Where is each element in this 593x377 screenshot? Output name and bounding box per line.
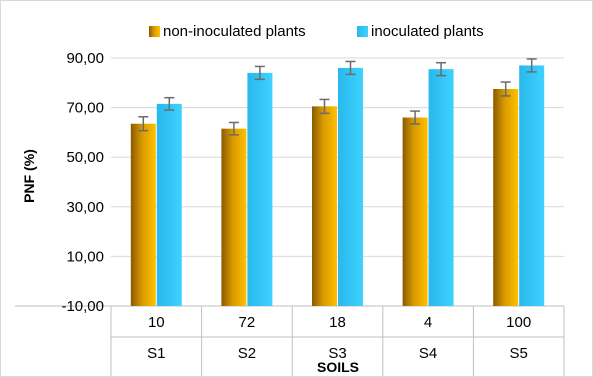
error-bar-s3-series-2 (345, 60, 356, 76)
category-labels: 10 S1 72 S2 18 S3 4 S4 100 S5 (147, 314, 531, 362)
table-value-s3: 18 (329, 314, 346, 331)
error-bar-s5-series-1 (500, 81, 511, 97)
bar-s5-series-1 (493, 89, 519, 306)
error-bar-s3-series-1 (319, 98, 330, 115)
bar-s1-series-1 (130, 123, 156, 306)
category-label-s2: S2 (238, 345, 256, 362)
bars (130, 65, 545, 307)
category-label-s4: S4 (419, 345, 437, 362)
bar-s3-series-1 (312, 106, 337, 306)
error-bar-s5-series-2 (526, 58, 537, 73)
table-value-s1: 10 (148, 314, 165, 331)
error-bar-s4-series-1 (410, 110, 421, 125)
legend-label-series-1: non-inoculated plants (163, 23, 306, 40)
table-value-s2: 72 (239, 314, 256, 331)
bar-s5-series-2 (519, 65, 545, 306)
category-label-s5: S5 (510, 345, 528, 362)
table-value-s4: 4 (424, 314, 432, 331)
legend-label-series-2: inoculated plants (371, 23, 484, 40)
gridlines (111, 57, 564, 257)
category-label-s1: S1 (147, 345, 165, 362)
legend: non-inoculated plants inoculated plants (149, 23, 484, 40)
bar-s4-series-2 (428, 69, 454, 306)
bar-s1-series-2 (156, 103, 182, 306)
y-tick-label: 70,00 (66, 100, 104, 117)
y-axis-title: PNF (%) (21, 149, 37, 203)
y-tick-label: 10,00 (66, 248, 104, 265)
y-tick-label: 30,00 (66, 199, 104, 216)
error-bars (138, 58, 537, 136)
table-value-s5: 100 (506, 314, 531, 331)
y-tick-label: 50,00 (66, 149, 104, 166)
legend-swatch-series-1 (149, 26, 160, 37)
bar-s2-series-1 (221, 128, 247, 306)
error-bar-s2-series-1 (228, 121, 239, 136)
category-table (15, 305, 565, 376)
category-label-s3: S3 (328, 345, 346, 362)
y-tick-label: -10,00 (61, 298, 104, 315)
error-bar-s2-series-2 (254, 65, 265, 81)
y-tick-labels: -10,00 10,00 30,00 50,00 70,00 90,00 (61, 50, 104, 315)
y-tick-label: 90,00 (66, 50, 104, 67)
bar-s4-series-1 (402, 117, 428, 307)
error-bar-s4-series-2 (436, 61, 447, 77)
legend-swatch-series-2 (357, 26, 368, 37)
x-axis-title: SOILS (317, 359, 359, 375)
error-bar-s1-series-2 (164, 96, 175, 111)
bar-s3-series-2 (338, 67, 363, 306)
bar-s2-series-2 (247, 72, 273, 306)
error-bar-s1-series-1 (138, 116, 149, 132)
